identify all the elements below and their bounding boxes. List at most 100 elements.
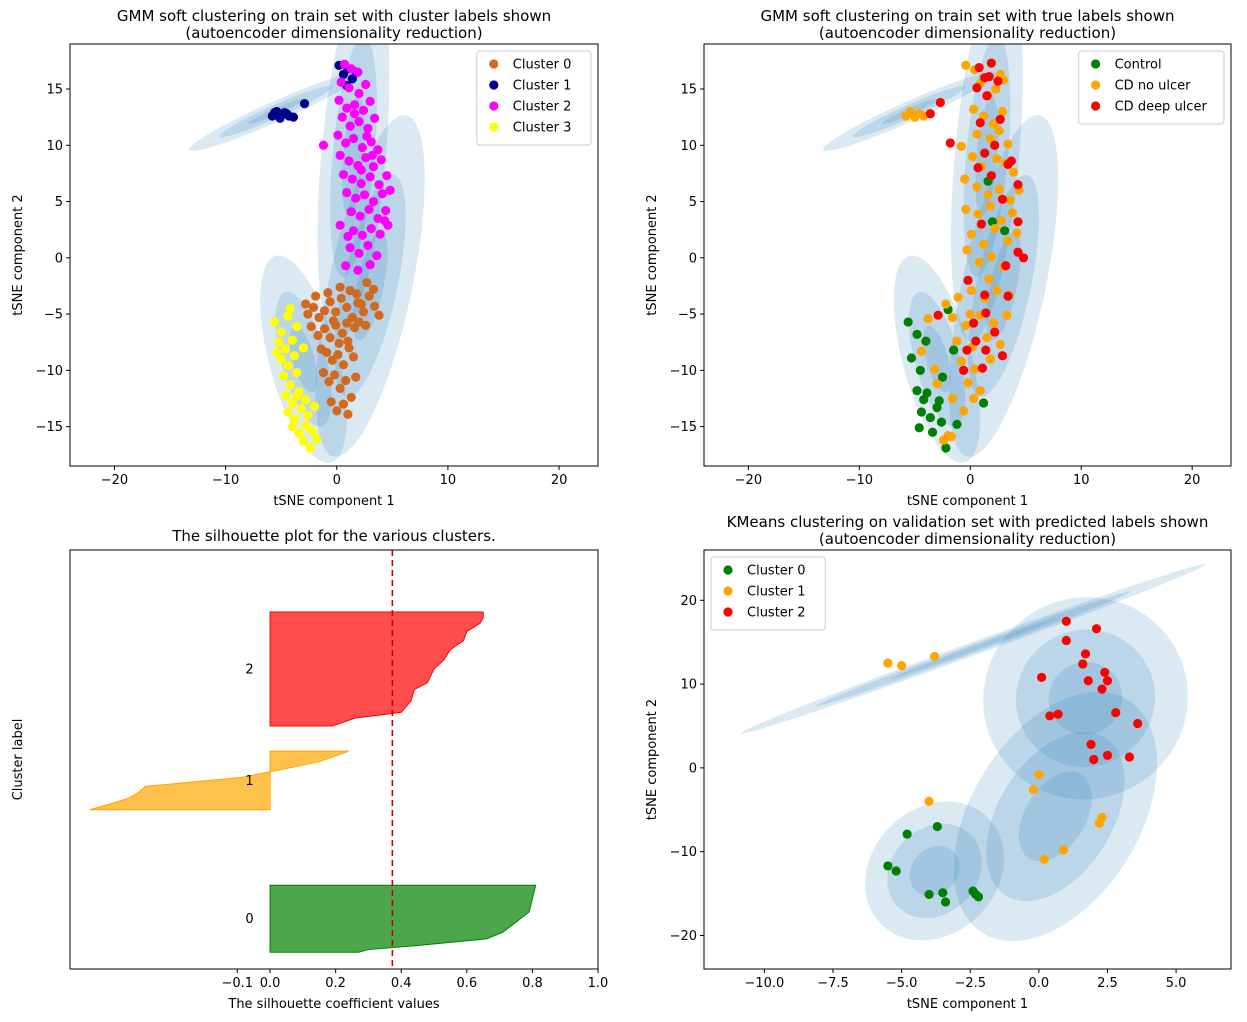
data-point xyxy=(335,282,345,292)
data-point xyxy=(1083,676,1093,686)
data-point xyxy=(307,426,317,436)
data-point xyxy=(961,320,971,330)
data-point xyxy=(348,352,359,362)
data-point xyxy=(377,189,387,199)
panel-gmm-cluster-labels: −20 −10 0 10 20 −15 −10 −5 0 5 10 15 GMM soft cluste… xyxy=(11,7,599,509)
data-point xyxy=(283,361,293,371)
data-point xyxy=(353,67,363,77)
data-point xyxy=(981,308,991,318)
axes-frame xyxy=(69,549,599,970)
chart-title: GMM soft clustering on train set with tr… xyxy=(760,7,1174,25)
data-point xyxy=(980,148,990,158)
data-point xyxy=(301,420,311,431)
data-point xyxy=(992,154,1002,164)
data-point xyxy=(359,190,370,200)
data-point xyxy=(272,347,282,357)
x-tick-label: −20 xyxy=(101,473,128,488)
data-point xyxy=(912,329,922,339)
data-point xyxy=(358,105,369,115)
legend-label: Cluster 2 xyxy=(747,606,806,621)
data-point xyxy=(341,138,351,148)
data-point xyxy=(943,431,953,441)
data-point xyxy=(361,320,371,330)
data-point xyxy=(956,141,966,152)
gaussian-ellipse xyxy=(740,564,1206,734)
data-point xyxy=(1102,676,1113,686)
data-point xyxy=(318,140,329,150)
chart-subtitle: (autoencoder dimensionality reduction) xyxy=(185,24,482,42)
data-point xyxy=(363,123,373,133)
data-point xyxy=(969,393,979,404)
gaussian-ellipse xyxy=(260,255,347,463)
data-point xyxy=(362,277,372,288)
x-tick-label: 2.5 xyxy=(1097,976,1118,991)
data-point xyxy=(973,209,983,219)
data-point xyxy=(992,285,1002,296)
data-point xyxy=(1097,812,1107,822)
data-point xyxy=(1124,752,1135,762)
data-point xyxy=(319,306,330,316)
data-point xyxy=(363,240,373,251)
data-point xyxy=(963,378,973,388)
y-tick-label: −10 xyxy=(670,845,697,860)
data-point xyxy=(366,223,376,234)
data-point xyxy=(906,353,917,363)
data-point xyxy=(991,84,1001,94)
data-point xyxy=(344,156,354,166)
data-point xyxy=(342,302,352,312)
legend-marker xyxy=(1091,59,1101,69)
data-point xyxy=(983,190,993,200)
data-point xyxy=(985,201,995,211)
y-tick-label: 5 xyxy=(55,195,63,210)
data-point xyxy=(285,303,295,314)
data-point xyxy=(354,248,364,258)
gaussian-ellipse xyxy=(909,845,960,896)
data-point xyxy=(952,419,962,429)
data-point xyxy=(364,291,374,301)
data-point xyxy=(341,375,351,386)
data-point xyxy=(301,395,311,405)
data-point xyxy=(319,324,330,334)
x-axis-label: tSNE component 1 xyxy=(907,997,1028,1012)
plot-area xyxy=(740,564,1206,942)
data-point xyxy=(335,220,345,230)
data-point xyxy=(974,63,984,73)
data-point xyxy=(961,60,971,70)
data-point xyxy=(923,313,933,324)
data-point xyxy=(986,58,996,68)
gaussian-ellipse xyxy=(275,291,332,427)
data-point xyxy=(969,318,979,328)
data-point xyxy=(1007,208,1018,218)
data-point xyxy=(361,79,371,90)
data-point xyxy=(1086,739,1096,750)
gaussian-ellipse xyxy=(986,731,1125,902)
data-point xyxy=(346,207,356,217)
data-point xyxy=(287,398,297,408)
data-point xyxy=(925,413,935,423)
data-point xyxy=(1061,616,1071,626)
data-point xyxy=(1000,226,1010,236)
data-point xyxy=(932,379,942,389)
data-point xyxy=(969,104,979,114)
plot-area xyxy=(189,44,425,463)
data-point xyxy=(382,171,392,181)
data-point xyxy=(903,317,913,327)
panel-silhouette: 0 1 2 −0.1 0.0 0.2 0.4 0.6 0.8 1.0 The silhouette … xyxy=(11,527,608,1012)
data-point xyxy=(962,345,972,355)
data-point xyxy=(912,386,922,396)
data-point xyxy=(970,364,980,374)
data-point xyxy=(323,288,333,298)
data-point xyxy=(299,99,310,109)
data-point xyxy=(1091,624,1102,634)
data-point xyxy=(347,174,357,184)
data-point xyxy=(945,138,955,148)
chart-subtitle: (autoencoder dimensionality reduction) xyxy=(819,24,1116,42)
data-point xyxy=(328,316,339,326)
y-tick-label: 10 xyxy=(680,678,697,693)
gaussian-ellipse xyxy=(289,325,318,393)
data-point xyxy=(985,133,995,144)
plot-area xyxy=(823,44,1059,463)
data-point xyxy=(344,343,354,353)
legend-box xyxy=(476,50,592,146)
data-point xyxy=(924,889,934,900)
